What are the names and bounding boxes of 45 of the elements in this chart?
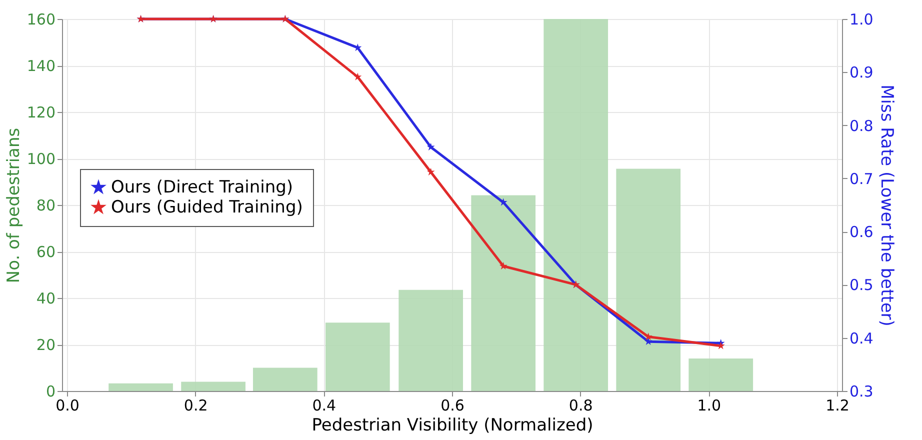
x-tick-label: 0.4	[312, 396, 336, 414]
x-axis-title: Pedestrian Visibility (Normalized)	[312, 416, 594, 436]
point	[644, 332, 652, 340]
bar	[544, 19, 608, 391]
bar	[398, 290, 463, 391]
x-tick-label: 0.6	[440, 396, 464, 414]
y-tick-label: 100	[26, 150, 56, 168]
x-tick-label: 0.8	[568, 396, 593, 414]
y2-tick-label: 0.5	[850, 276, 874, 294]
y-tick-label: 80	[36, 196, 56, 214]
y-tick-label: 0	[46, 382, 56, 400]
y-tick-label: 20	[36, 336, 56, 354]
point	[354, 72, 362, 80]
y-tick-label: 140	[26, 57, 56, 75]
y2-tick-label: 0.6	[850, 223, 874, 242]
legend-label: Ours (Direct Training)	[111, 178, 294, 198]
y2-tick-label: 0.9	[850, 64, 874, 82]
y-tick-label: 160	[26, 10, 56, 28]
bar	[181, 382, 246, 391]
y-axis-title: No. of pedestrians	[4, 128, 24, 284]
y2-axis-title: Miss Rate (Lower the better)	[876, 84, 896, 326]
y-tick-label: 40	[36, 290, 56, 308]
point	[426, 168, 435, 176]
y2-tick-label: 0.4	[850, 329, 874, 348]
y-tick-label: 60	[36, 243, 56, 261]
legend-label: Ours (Guided Training)	[111, 198, 303, 218]
bar	[252, 368, 318, 391]
y2-tick-label: 0.8	[850, 116, 874, 135]
bar	[108, 383, 173, 391]
point	[499, 262, 508, 270]
y2-tick-label: 0.3	[850, 382, 874, 400]
y2-tick-label: 1.0	[850, 10, 874, 28]
bar	[326, 322, 390, 391]
y-tick-label: 120	[26, 104, 56, 122]
bar	[688, 358, 754, 391]
x-tick-label: 0.2	[184, 396, 208, 414]
x-tick-label: 1.0	[697, 396, 722, 414]
bar	[616, 168, 681, 391]
y2-tick-label: 0.7	[850, 170, 874, 188]
bar	[471, 195, 536, 391]
point	[644, 337, 652, 345]
point	[499, 198, 508, 206]
x-tick-label: 1.2	[826, 396, 850, 414]
x-tick-label: 0.0	[56, 396, 80, 414]
point	[426, 142, 435, 150]
